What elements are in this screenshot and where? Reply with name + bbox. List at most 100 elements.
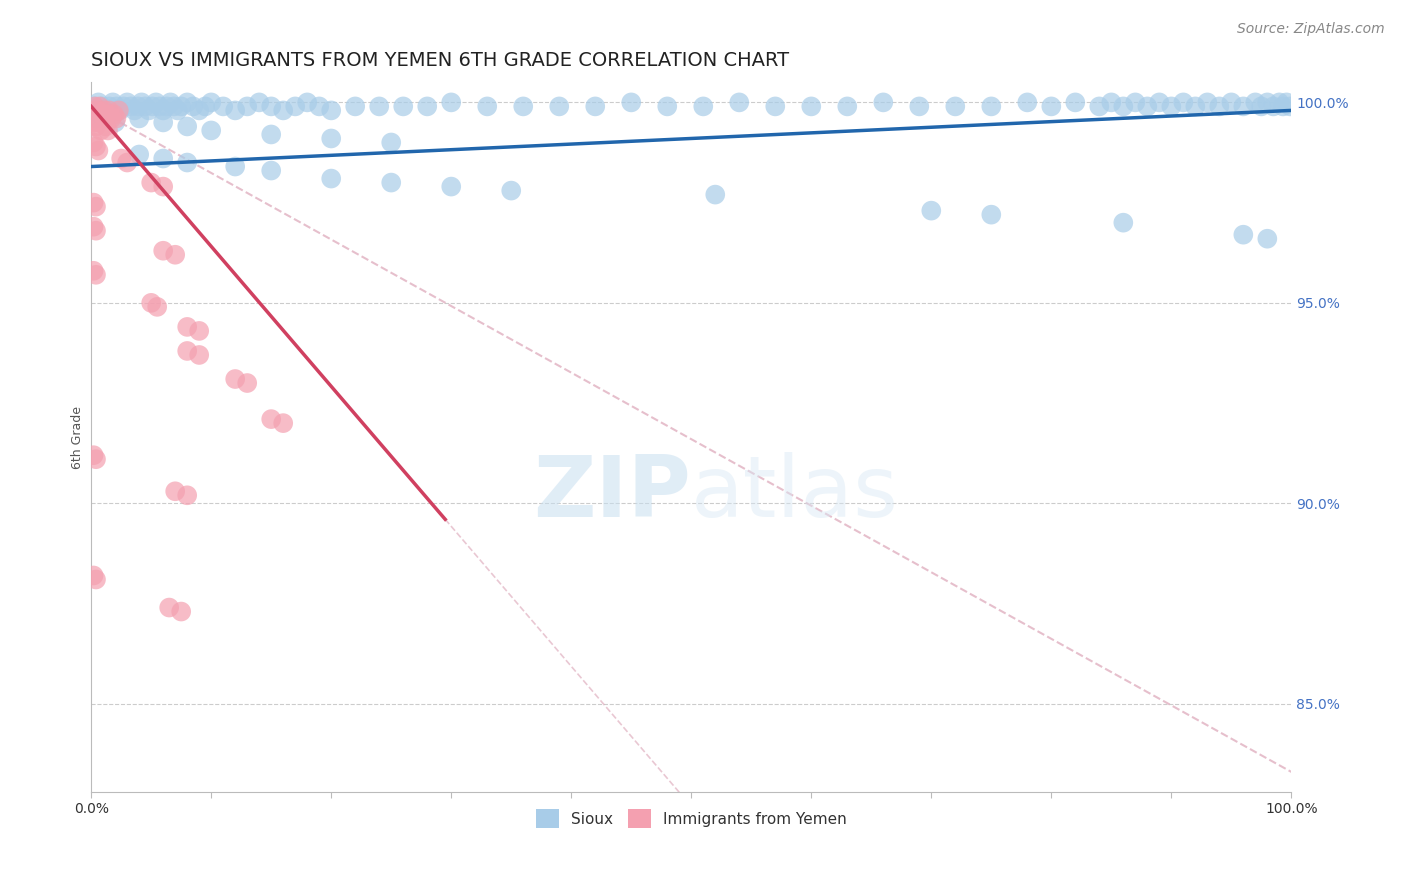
Point (980, 208, 1002, 222)
Point (152, 103, 174, 118)
Point (84, 268, 107, 282)
Point (131, 95, 153, 110)
Point (94, 103, 117, 118)
Point (112, 99, 135, 113)
Point (200, 95, 222, 110)
Point (321, 171, 343, 186)
Point (212, 99, 235, 113)
Point (170, 605, 193, 619)
Point (166, 103, 188, 118)
Point (548, 99, 571, 113)
Point (1173, 95, 1195, 110)
Point (1220, 95, 1243, 110)
Point (1064, 95, 1087, 110)
Point (260, 163, 283, 178)
Point (145, 95, 167, 110)
Point (97, 123, 120, 137)
Point (152, 179, 174, 194)
Point (83, 115, 105, 129)
Point (84, 224, 107, 238)
Point (1112, 99, 1135, 113)
Point (83, 99, 105, 113)
Point (83, 99, 105, 113)
Point (583, 99, 606, 113)
Point (1256, 95, 1278, 110)
Point (89, 107, 111, 121)
Point (297, 95, 319, 110)
Point (83, 219, 105, 234)
Point (134, 99, 156, 113)
Point (260, 99, 283, 113)
Point (236, 376, 259, 390)
Point (1184, 99, 1206, 113)
Point (1149, 95, 1171, 110)
Point (105, 99, 128, 113)
Point (103, 107, 125, 121)
Point (908, 99, 931, 113)
Point (176, 319, 198, 334)
Text: Source: ZipAtlas.com: Source: ZipAtlas.com (1237, 22, 1385, 37)
Point (163, 99, 186, 113)
Point (1268, 95, 1291, 110)
Point (101, 95, 124, 110)
Point (98, 103, 121, 118)
Point (1123, 95, 1146, 110)
Point (84, 200, 107, 214)
Point (440, 179, 463, 194)
Point (141, 296, 163, 310)
Point (1099, 95, 1122, 110)
Point (1017, 95, 1039, 110)
Point (247, 95, 270, 110)
Point (188, 324, 211, 338)
Point (91, 107, 114, 121)
Point (188, 348, 211, 362)
Point (943, 99, 966, 113)
Point (657, 99, 679, 113)
Point (321, 131, 343, 145)
Point (108, 103, 131, 118)
Point (87, 115, 110, 129)
Point (692, 99, 714, 113)
Point (1040, 99, 1063, 113)
Point (980, 99, 1002, 113)
Point (800, 99, 823, 113)
Point (501, 184, 523, 198)
Point (128, 147, 150, 161)
Point (157, 600, 180, 615)
Point (1197, 95, 1219, 110)
Point (141, 176, 163, 190)
Point (104, 115, 127, 129)
Point (84, 452, 107, 467)
Point (1208, 99, 1230, 113)
Point (176, 120, 198, 134)
Point (124, 103, 146, 118)
Point (380, 136, 402, 150)
Point (1112, 216, 1135, 230)
Point (181, 99, 204, 113)
Point (127, 99, 149, 113)
Point (1244, 95, 1267, 110)
Point (1088, 99, 1111, 113)
Point (271, 103, 294, 118)
Point (165, 248, 187, 262)
Point (224, 372, 246, 386)
Point (176, 155, 198, 169)
Point (224, 103, 246, 118)
Point (83, 568, 105, 582)
Point (1250, 99, 1272, 113)
Point (83, 136, 105, 150)
Point (156, 99, 179, 113)
Point (152, 152, 174, 166)
Point (86, 103, 108, 118)
Point (704, 187, 727, 202)
Point (1271, 99, 1294, 113)
Point (224, 160, 246, 174)
Point (87, 144, 110, 158)
Point (94, 120, 117, 134)
Point (170, 99, 193, 113)
Point (260, 128, 283, 142)
Point (176, 343, 198, 358)
Point (1232, 99, 1254, 113)
Point (90, 123, 112, 137)
Point (763, 99, 786, 113)
